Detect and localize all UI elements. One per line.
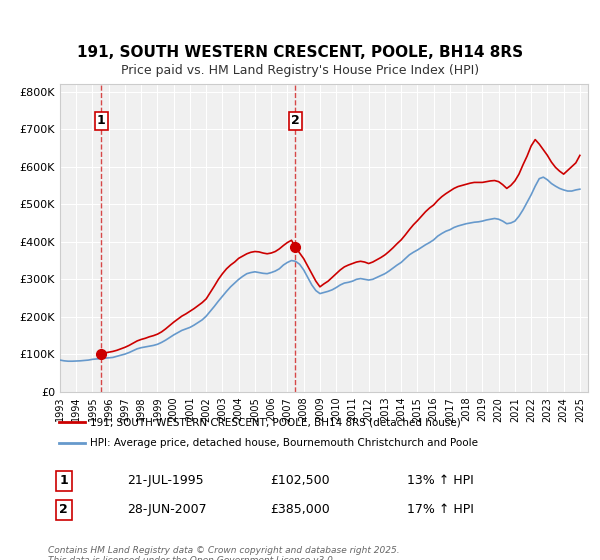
Text: 17% ↑ HPI: 17% ↑ HPI (407, 503, 474, 516)
Text: 21-JUL-1995: 21-JUL-1995 (127, 474, 204, 487)
Text: 191, SOUTH WESTERN CRESCENT, POOLE, BH14 8RS: 191, SOUTH WESTERN CRESCENT, POOLE, BH14… (77, 45, 523, 60)
Text: 2: 2 (291, 114, 300, 128)
Text: 191, SOUTH WESTERN CRESCENT, POOLE, BH14 8RS (detached house): 191, SOUTH WESTERN CRESCENT, POOLE, BH14… (90, 417, 461, 427)
Text: Price paid vs. HM Land Registry's House Price Index (HPI): Price paid vs. HM Land Registry's House … (121, 64, 479, 77)
Text: 1: 1 (97, 114, 106, 128)
Text: HPI: Average price, detached house, Bournemouth Christchurch and Poole: HPI: Average price, detached house, Bour… (90, 438, 478, 448)
Text: £102,500: £102,500 (270, 474, 329, 487)
Text: 1: 1 (59, 474, 68, 487)
Text: £385,000: £385,000 (270, 503, 329, 516)
Text: 13% ↑ HPI: 13% ↑ HPI (407, 474, 474, 487)
Text: Contains HM Land Registry data © Crown copyright and database right 2025.
This d: Contains HM Land Registry data © Crown c… (48, 546, 400, 560)
Text: 28-JUN-2007: 28-JUN-2007 (127, 503, 207, 516)
Text: 2: 2 (59, 503, 68, 516)
